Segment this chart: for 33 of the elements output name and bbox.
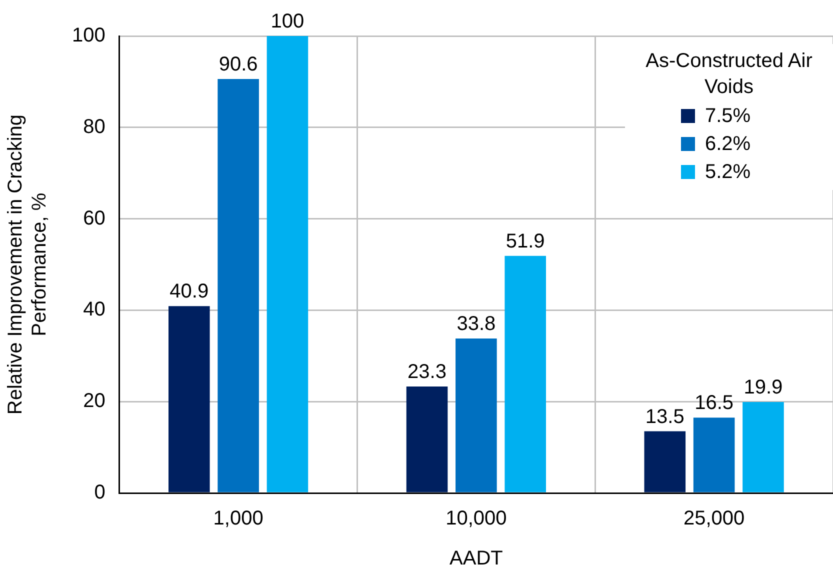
data-label: 40.9: [170, 280, 209, 303]
legend-label: 7.5%: [705, 104, 751, 129]
bar: [693, 418, 735, 492]
y-tick-label: 20: [83, 390, 106, 412]
x-tick-label: 10,000: [446, 508, 507, 530]
y-tick-label: 80: [83, 116, 106, 138]
data-label: 100: [270, 10, 304, 33]
data-label: 16.5: [694, 392, 734, 414]
bar: [406, 386, 448, 492]
legend-label: 5.2%: [705, 160, 751, 185]
data-label: 13.5: [645, 406, 684, 428]
x-tick-label: 1,000: [213, 508, 264, 530]
bar: [218, 78, 259, 492]
bar: [266, 36, 308, 492]
bar: [644, 431, 686, 492]
data-label: 51.9: [506, 230, 545, 252]
bar: [456, 338, 497, 492]
bar: [504, 256, 546, 492]
y-tick-label: 100: [72, 24, 106, 47]
legend-title: As-Constructed Air Voids: [644, 49, 814, 100]
y-axis-title: Relative Improvement in Cracking Performance, %: [4, 114, 51, 415]
y-tick-label: 0: [94, 482, 106, 504]
y-tick-label: 40: [83, 298, 106, 321]
bar: [742, 402, 784, 492]
data-label: 19.9: [744, 376, 783, 399]
legend-label: 6.2%: [705, 132, 751, 157]
bar: [168, 306, 210, 492]
data-label: 90.6: [218, 53, 258, 76]
x-axis-title: AADT: [450, 548, 503, 570]
data-label: 33.8: [456, 313, 496, 336]
data-label: 23.3: [408, 361, 446, 384]
x-tick-label: 25,000: [683, 508, 745, 530]
y-tick-label: 60: [83, 207, 106, 230]
